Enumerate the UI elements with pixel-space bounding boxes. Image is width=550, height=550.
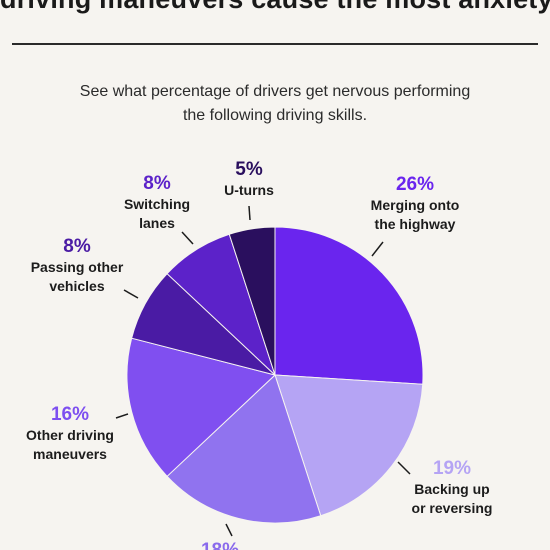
slice-category-label: Passing other — [31, 259, 124, 275]
slice-category-label: vehicles — [49, 278, 104, 294]
slice-percent-label: 8% — [63, 236, 91, 257]
pie-slice-4 — [126, 337, 277, 478]
subtitle-line-2: the following driving skills. — [182, 107, 368, 124]
slice-category-label: Switching — [124, 196, 190, 212]
leader-line-7 — [248, 205, 251, 221]
leader-line-4 — [115, 413, 129, 419]
slice-percent-label: 5% — [235, 159, 263, 180]
slice-category-label: maneuvers — [33, 446, 107, 462]
pie-slice-3 — [166, 374, 322, 524]
leader-line-2 — [397, 461, 411, 475]
subtitle-line-1: See what percentage of drivers get nervo… — [79, 83, 471, 100]
leader-line-3 — [225, 523, 233, 537]
chart-subtitle: See what percentage of drivers get nervo… — [40, 80, 510, 128]
pie-slice-7 — [228, 226, 276, 376]
slice-category-label: lanes — [139, 215, 175, 231]
slice-category-label: Other driving — [26, 427, 114, 443]
leader-line-6 — [181, 231, 194, 245]
slice-category-label: Backing up — [414, 481, 489, 497]
pie-slice-2 — [274, 374, 424, 517]
slice-category-label: or reversing — [412, 500, 493, 516]
slice-category-label: Merging onto — [371, 197, 460, 213]
title-divider — [12, 43, 538, 45]
pie-slice-1 — [274, 226, 424, 385]
chart-title: driving maneuvers cause the most anxiety — [0, 0, 550, 15]
leader-line-1 — [371, 241, 384, 257]
slice-category-label: U-turns — [224, 182, 274, 198]
leader-line-5 — [123, 289, 139, 299]
slice-percent-label: 19% — [433, 458, 471, 479]
slice-percent-label: 18% — [201, 540, 239, 550]
slice-percent-label: 8% — [143, 173, 171, 194]
slice-percent-label: 26% — [396, 174, 434, 195]
slice-percent-label: 16% — [51, 404, 89, 425]
slice-category-label: the highway — [375, 216, 456, 232]
